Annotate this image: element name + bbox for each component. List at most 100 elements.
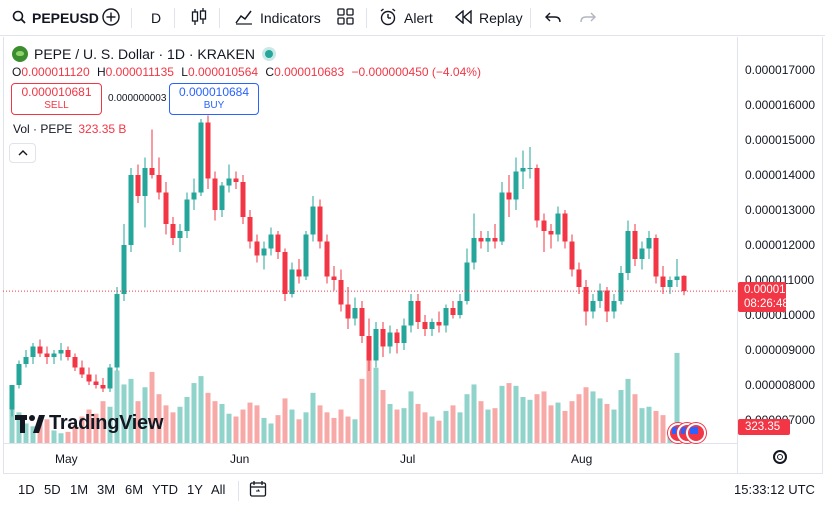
volume-bar	[408, 391, 414, 443]
volume-bar	[443, 410, 449, 443]
candle-body	[44, 353, 50, 357]
candle	[597, 283, 603, 308]
volume-bar	[65, 431, 71, 443]
candle	[541, 213, 547, 252]
candle	[317, 199, 323, 249]
candle-body	[667, 280, 673, 287]
undo-button[interactable]	[545, 0, 561, 36]
volume-bar	[646, 406, 652, 443]
chart-settings-gear-icon[interactable]	[773, 450, 787, 464]
candle	[233, 171, 239, 189]
candle-body	[317, 206, 323, 242]
us-flag-icon[interactable]	[686, 423, 706, 443]
alert-button[interactable]: Alert	[379, 0, 433, 36]
range-1d-button[interactable]: 1D	[18, 482, 35, 497]
candle-body	[289, 269, 295, 294]
volume-bar	[548, 405, 554, 443]
range-5d-button[interactable]: 5D	[44, 482, 61, 497]
candle-body	[51, 353, 57, 357]
replay-button[interactable]: Replay	[454, 0, 523, 36]
ohlc-values: O0.000011120 H0.000011135 L0.000010564 C…	[12, 65, 485, 79]
candle	[9, 385, 15, 417]
candle	[583, 280, 589, 326]
top-toolbar: PEPEUSD D Indicators Alert R	[0, 0, 825, 36]
add-circle-icon	[101, 7, 121, 30]
candle	[408, 294, 414, 333]
candle-body	[674, 276, 680, 280]
volume-bar	[618, 390, 624, 443]
replay-label: Replay	[479, 10, 523, 26]
candle-body	[16, 364, 22, 385]
candle-body	[681, 275, 687, 292]
candle-body	[37, 346, 43, 354]
candle	[443, 304, 449, 333]
events-flags[interactable]	[668, 423, 712, 443]
volume-bar	[156, 394, 162, 443]
volume-bar	[247, 402, 253, 443]
toolbar-divider	[174, 8, 175, 28]
volume-bar	[16, 412, 22, 443]
utc-clock[interactable]: 15:33:12 UTC	[734, 482, 815, 497]
close-key: C	[265, 65, 275, 79]
last-price-value: 0.000010683	[744, 284, 812, 296]
chart-legend-title[interactable]: PEPE / U. S. Dollar · 1D · KRAKEN	[12, 44, 273, 64]
candle-body	[331, 276, 337, 280]
price-axis-label: 0.000012000	[745, 238, 816, 252]
candle-body	[72, 357, 78, 368]
candle-body	[149, 168, 155, 175]
volume-bar	[436, 420, 442, 443]
chevron-up-icon	[18, 148, 28, 159]
candle-body	[198, 122, 204, 193]
range-1y-button[interactable]: 1Y	[187, 482, 203, 497]
candle	[135, 164, 141, 203]
volume-bar	[471, 384, 477, 443]
redo-button[interactable]	[580, 0, 596, 36]
volume-bar	[268, 423, 274, 443]
sell-label: SELL	[44, 100, 69, 111]
sell-button[interactable]: 0.000010681 SELL	[11, 83, 102, 115]
compare-button[interactable]	[101, 0, 121, 36]
symbol-search[interactable]: PEPEUSD	[12, 0, 99, 36]
chart-type-button[interactable]	[191, 0, 207, 36]
indicators-button[interactable]: Indicators	[235, 0, 321, 36]
candle	[296, 259, 302, 284]
interval-button[interactable]: D	[151, 0, 161, 36]
candle-body	[653, 238, 659, 277]
candle	[464, 248, 470, 305]
candle-body	[170, 224, 176, 238]
candle	[93, 374, 99, 389]
candle	[660, 266, 666, 294]
price-axis-label: 0.000017000	[745, 63, 816, 77]
volume-bar	[58, 433, 64, 443]
range-6m-button[interactable]: 6M	[125, 482, 144, 497]
candle-body	[212, 178, 218, 210]
volume-bar	[149, 371, 155, 443]
candle-body	[436, 322, 442, 326]
candle	[310, 196, 316, 242]
candle-body	[604, 290, 610, 312]
sell-price: 0.000010681	[21, 85, 92, 99]
collapse-legend-button[interactable]	[9, 143, 36, 163]
volume-bar	[366, 351, 372, 443]
time-axis-label: May	[55, 452, 78, 466]
range-all-button[interactable]: All	[211, 482, 226, 497]
date-range-button[interactable]	[249, 480, 267, 503]
candle	[149, 129, 155, 179]
range-1m-button[interactable]: 1M	[70, 482, 89, 497]
candle	[65, 346, 71, 361]
candle-body	[506, 192, 512, 200]
tradingview-logo[interactable]: TradingView	[15, 412, 163, 435]
candle-body	[513, 171, 519, 200]
range-ytd-button[interactable]: YTD	[152, 482, 178, 497]
toolbar-divider	[238, 481, 239, 501]
volume-legend[interactable]: Vol · PEPE 323.35 B	[13, 122, 126, 136]
buy-button[interactable]: 0.000010684 BUY	[169, 83, 259, 115]
range-3m-button[interactable]: 3M	[97, 482, 116, 497]
candle	[625, 220, 631, 280]
layouts-button[interactable]	[337, 0, 354, 36]
candle-body	[324, 241, 330, 277]
candle	[450, 301, 456, 319]
volume-bar	[485, 409, 491, 443]
market-status-dot[interactable]	[264, 50, 273, 58]
